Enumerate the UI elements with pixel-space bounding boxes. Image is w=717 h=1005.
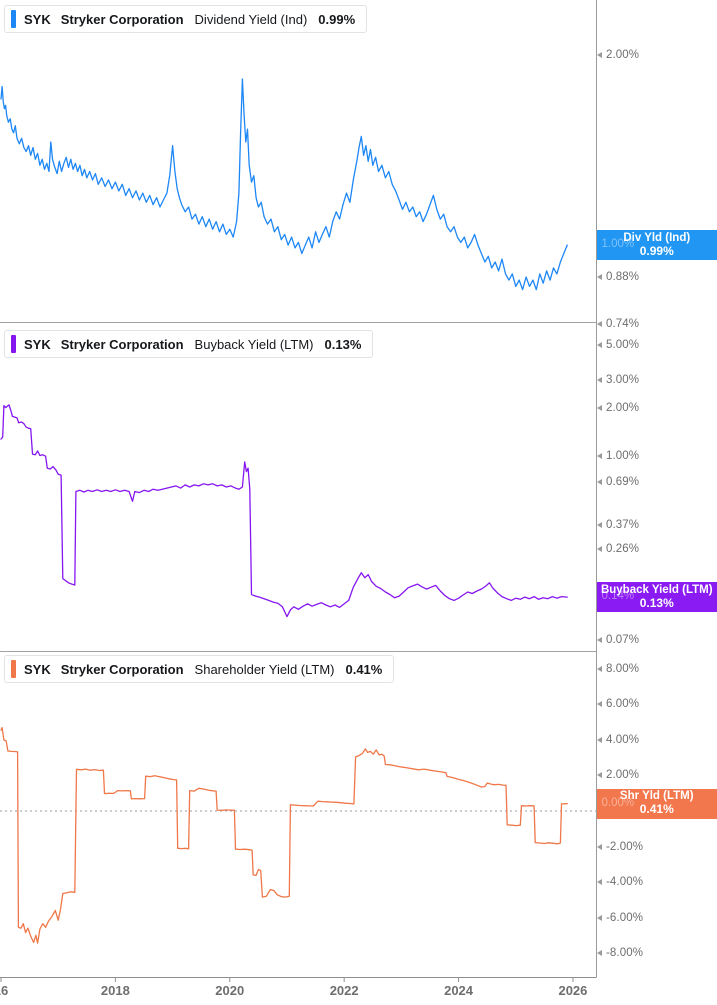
y-axis-tick: 0.88% <box>597 269 639 285</box>
y-axis-tick-label: 5.00% <box>606 338 640 351</box>
legend-ticker: SYK <box>24 336 51 352</box>
series-color-bar <box>11 660 16 678</box>
legend-value: 0.41% <box>345 661 383 677</box>
y-axis-tick-label: 0.74% <box>606 317 640 330</box>
tick-arrow-icon <box>597 52 602 59</box>
tick-arrow-icon <box>597 843 602 850</box>
series-line-0 <box>0 78 568 291</box>
legend-chip-dividend-yield[interactable]: SYK Stryker Corporation Dividend Yield (… <box>4 5 368 33</box>
badge-value: 0.99% <box>639 243 674 258</box>
tick-arrow-icon <box>597 914 602 921</box>
y-axis-tick-label: -6.00% <box>606 911 644 924</box>
legend-metric: Buyback Yield (LTM) <box>194 336 314 352</box>
last-value-badge-shr-yld: 0.00% Shr Yld (LTM) 0.41% <box>596 788 717 819</box>
legend-ticker: SYK <box>24 11 51 27</box>
badge-value: 0.41% <box>639 802 674 817</box>
tick-arrow-icon <box>597 521 602 528</box>
y-axis-tick: 4.00% <box>597 732 639 748</box>
tick-arrow-icon <box>597 736 602 743</box>
tick-arrow-icon <box>597 701 602 708</box>
y-axis-tick: 0.37% <box>597 517 639 533</box>
badge-label: Buyback Yield (LTM) <box>600 583 713 596</box>
badge-value: 0.13% <box>639 595 674 610</box>
y-axis-tick: 5.00% <box>597 337 639 353</box>
legend-company: Stryker Corporation <box>60 661 184 677</box>
legend-value: 0.13% <box>324 336 362 352</box>
legend-chip-shareholder-yield[interactable]: SYK Stryker Corporation Shareholder Yiel… <box>4 655 395 683</box>
y-axis-tick-label: 1.00% <box>606 450 640 463</box>
y-axis-tick-label: 8.00% <box>606 662 640 675</box>
series-line-1 <box>0 404 568 618</box>
x-axis-year-label: 2024 <box>444 983 474 998</box>
y-axis-tick-label: 6.00% <box>606 698 640 711</box>
y-axis-tick: 0.74% <box>597 316 639 332</box>
y-axis-tick: -2.00% <box>597 839 643 855</box>
legend-ticker: SYK <box>24 661 51 677</box>
tick-arrow-icon <box>597 636 602 643</box>
x-axis-year-label: 2018 <box>100 983 130 998</box>
badge-label: Div Yld (Ind) <box>623 231 691 244</box>
legend-company: Stryker Corporation <box>60 11 184 27</box>
y-axis-tick: -4.00% <box>597 874 643 890</box>
tick-arrow-icon <box>597 546 602 553</box>
tick-arrow-icon <box>597 950 602 956</box>
y-axis-tick: -6.00% <box>597 910 643 926</box>
x-axis-year-label: 2020 <box>215 983 245 998</box>
y-axis-tick: 2.00% <box>597 767 639 783</box>
y-axis-tick: 0.69% <box>597 474 639 490</box>
tick-arrow-icon <box>597 320 602 327</box>
y-axis-tick: 0.07% <box>597 632 639 648</box>
legend-metric: Shareholder Yield (LTM) <box>194 661 335 677</box>
y-axis-tick-label: 4.00% <box>606 733 640 746</box>
axis-tick-behind-badge: 0.14% <box>601 590 635 603</box>
y-axis-tick-label: -8.00% <box>606 947 644 959</box>
tick-arrow-icon <box>597 405 602 412</box>
series-color-bar <box>11 335 16 353</box>
legend-metric: Dividend Yield (Ind) <box>194 11 308 27</box>
y-axis-tick-label: 0.37% <box>606 518 640 531</box>
y-axis-tick-label: 2.00% <box>606 402 640 415</box>
y-axis-tick: 1.00% <box>597 448 639 464</box>
y-axis-tick-label: 2.00% <box>606 49 640 62</box>
y-axis-tick-label: 0.69% <box>606 475 640 488</box>
y-axis-tick: 6.00% <box>597 696 639 712</box>
y-axis-tick-label: 0.88% <box>606 270 640 283</box>
tick-arrow-icon <box>597 341 602 348</box>
y-axis-tick: 2.00% <box>597 47 639 63</box>
legend-value: 0.99% <box>318 11 356 27</box>
badge-label: Shr Yld (LTM) <box>619 790 694 803</box>
y-axis-tick: 0.26% <box>597 541 639 557</box>
y-axis-tick: 8.00% <box>597 661 639 677</box>
legend-chip-buyback-yield[interactable]: SYK Stryker Corporation Buyback Yield (L… <box>4 330 374 358</box>
axis-tick-behind-badge: 0.00% <box>601 797 635 810</box>
tick-arrow-icon <box>597 273 602 280</box>
y-axis-tick-label: 2.00% <box>606 769 640 782</box>
axis-tick-behind-badge: 1.00% <box>601 238 635 251</box>
y-axis-tick: 3.00% <box>597 372 639 388</box>
tick-arrow-icon <box>597 772 602 779</box>
tick-arrow-icon <box>597 665 602 672</box>
x-axis-year-label: 2026 <box>558 983 588 998</box>
last-value-badge-div-yld: 1.00% Div Yld (Ind) 0.99% <box>596 230 717 261</box>
y-axis-tick-label: 0.07% <box>606 633 640 646</box>
series-color-bar <box>11 10 16 28</box>
tick-arrow-icon <box>597 453 602 460</box>
series-line-2 <box>0 726 568 944</box>
y-axis-tick: 2.00% <box>597 400 639 416</box>
y-axis-tick-label: -2.00% <box>606 840 644 853</box>
y-axis-tick: -8.00% <box>597 945 643 961</box>
tick-arrow-icon <box>597 879 602 885</box>
y-axis-tick-label: -4.00% <box>606 876 644 888</box>
last-value-badge-buyback-yield: 0.14% Buyback Yield (LTM) 0.13% <box>596 582 717 613</box>
tick-arrow-icon <box>597 377 602 384</box>
tick-arrow-icon <box>597 478 602 485</box>
y-axis-tick-label: 3.00% <box>606 374 640 387</box>
x-axis-year-label: 2022 <box>329 983 359 998</box>
x-axis-year-label: 16 <box>0 983 9 998</box>
legend-company: Stryker Corporation <box>60 336 184 352</box>
y-axis-tick-label: 0.26% <box>606 543 640 556</box>
